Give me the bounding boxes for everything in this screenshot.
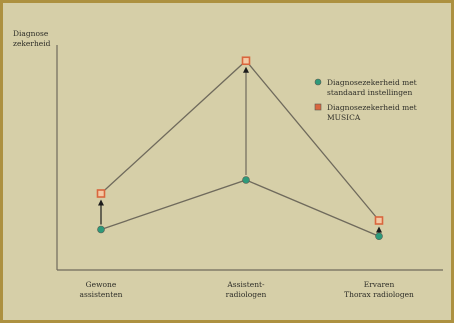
x-tick-label-2-line-2: Thorax radiologen bbox=[344, 290, 414, 299]
x-tick-labels: Gewone assistenten Assistent- radiologen… bbox=[80, 280, 415, 299]
y-axis-label-line-2: zekerheid bbox=[13, 39, 51, 48]
x-tick-label-1-line-2: radiologen bbox=[226, 290, 267, 299]
legend-marker-musica bbox=[314, 103, 322, 111]
data-point-musica-2 bbox=[374, 216, 384, 225]
legend-label-musica-line-1: Diagnosezekerheid met bbox=[327, 103, 417, 112]
arrow-head-2 bbox=[376, 226, 382, 233]
arrow-head-0 bbox=[98, 199, 104, 206]
x-tick-label-0-line-1: Gewone bbox=[86, 280, 117, 289]
marker-layer bbox=[96, 56, 384, 241]
legend: Diagnosezekerheid met standaard instelli… bbox=[314, 78, 417, 122]
legend-label-musica-line-2: MUSICA bbox=[327, 113, 361, 122]
data-point-musica-0 bbox=[96, 189, 106, 198]
data-point-standard-2 bbox=[375, 232, 383, 241]
y-axis-label-line-1: Diagnose bbox=[13, 29, 49, 38]
line-chart: Diagnose zekerheid Gewone assistenten As… bbox=[13, 29, 443, 299]
data-point-standard-1 bbox=[242, 176, 250, 184]
data-point-standard-0 bbox=[97, 225, 105, 234]
legend-label-standard-line-2: standaard instellingen bbox=[327, 88, 412, 97]
arrow-head-1 bbox=[243, 66, 249, 73]
data-point-musica-1 bbox=[241, 56, 251, 66]
series-line-standard bbox=[100, 179, 380, 237]
x-tick-label-2-line-1: Ervaren bbox=[364, 280, 395, 289]
arrow-layer bbox=[98, 66, 382, 233]
x-tick-label-1-line-1: Assistent- bbox=[226, 280, 265, 289]
axes bbox=[56, 45, 443, 271]
x-tick-label-0-line-2: assistenten bbox=[80, 290, 123, 299]
legend-label-standard-line-1: Diagnosezekerheid met bbox=[327, 78, 417, 87]
legend-marker-standard bbox=[314, 78, 322, 86]
